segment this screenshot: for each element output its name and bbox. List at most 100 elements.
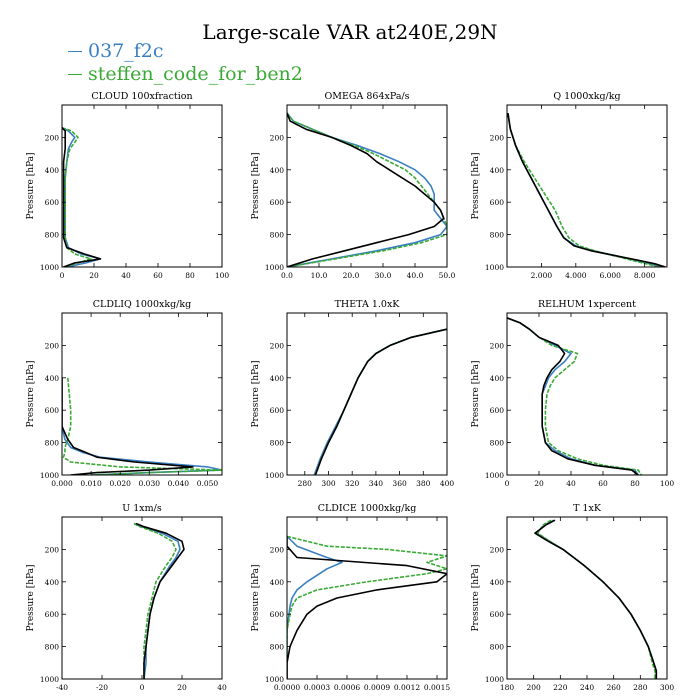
series-line [287, 112, 447, 267]
x-tick-label: 40 [566, 479, 576, 488]
x-tick-label: 20 [534, 479, 544, 488]
panel-title: THETA 1.0xK [335, 299, 401, 310]
x-tick-label: 40 [121, 271, 131, 280]
plot-frame [286, 312, 448, 476]
series-line [135, 522, 185, 679]
plot-frame [61, 104, 223, 268]
legend-item-series-a: 037_f2c [68, 40, 303, 63]
panel-title: CLDLIQ 1000xkg/kg [93, 299, 191, 310]
x-tick-label: 0.040 [168, 479, 190, 488]
x-tick-label: 220 [553, 683, 568, 692]
x-tick-label: 320 [345, 479, 360, 488]
y-tick-label: 800 [270, 231, 285, 240]
y-tick-label: 400 [270, 578, 285, 587]
series-line [62, 377, 222, 475]
panel-title: CLOUD 100xfraction [91, 91, 192, 102]
legend-item-series-b: steffen_code_for_ben2 [68, 63, 303, 86]
y-tick-label: 600 [45, 610, 60, 619]
y-tick-label: 400 [45, 374, 60, 383]
panel-title: Q 1000xkg/kg [553, 91, 620, 102]
x-tick-label: 8.000 [634, 271, 656, 280]
y-tick-label: 800 [490, 231, 505, 240]
plot-frame [286, 104, 448, 268]
x-tick-label: -40 [56, 683, 68, 692]
y-tick-label: 400 [270, 374, 285, 383]
series-line [287, 112, 445, 267]
y-tick-label: 600 [270, 198, 285, 207]
series-line [62, 377, 222, 475]
y-axis-label: Pressure [hPa] [26, 152, 36, 219]
series-line [62, 377, 194, 475]
y-axis-label: Pressure [hPa] [251, 360, 261, 427]
x-tick-label: 0.000 [51, 479, 73, 488]
chart-panel: CLDLIQ 1000xkg/kg Pressure [hPa] 200 400 600… [26, 299, 223, 488]
x-tick-label: 80 [630, 479, 640, 488]
y-tick-label: 1000 [485, 263, 504, 272]
series-line [507, 317, 639, 475]
x-tick-label: 100 [215, 271, 230, 280]
x-tick-label: 300 [660, 683, 675, 692]
x-tick-label: 300 [321, 479, 336, 488]
y-tick-label: 400 [270, 166, 285, 175]
plot-frame [286, 516, 448, 680]
chart-panel: THETA 1.0xK Pressure [hPa] 200 400 600 800 100… [251, 299, 454, 488]
series-line [62, 126, 92, 267]
x-tick-label: 0.0003 [304, 683, 330, 692]
legend-swatch [68, 74, 82, 75]
x-tick-label: 10.0 [311, 271, 328, 280]
chart-panel: CLDICE 1000xkg/kg Pressure [hPa] 200 400 600… [251, 503, 450, 692]
legend-label: steffen_code_for_ben2 [88, 63, 303, 85]
x-tick-label: 60 [598, 479, 608, 488]
series-line [133, 522, 181, 679]
x-tick-label: 0.0015 [424, 683, 450, 692]
y-tick-label: 600 [490, 198, 505, 207]
x-tick-label: 0.030 [139, 479, 161, 488]
y-tick-label: 400 [45, 578, 60, 587]
series-line [507, 112, 659, 267]
y-axis-label: Pressure [hPa] [471, 152, 481, 219]
series-line [287, 535, 447, 679]
series-line [287, 112, 447, 267]
y-tick-label: 400 [490, 374, 505, 383]
x-tick-label: 20 [89, 271, 99, 280]
y-tick-label: 200 [45, 341, 60, 350]
y-tick-label: 200 [45, 133, 60, 142]
x-tick-label: 0 [140, 683, 145, 692]
x-tick-label: 50.0 [439, 271, 456, 280]
plot-frame [506, 312, 668, 476]
series-line [534, 519, 658, 679]
panel-title: OMEGA 864xPa/s [324, 91, 409, 102]
y-tick-label: 400 [490, 166, 505, 175]
x-tick-label: 280 [633, 683, 648, 692]
plot-frame [61, 516, 223, 680]
plot-frame [61, 312, 223, 476]
y-tick-label: 1000 [40, 263, 59, 272]
x-tick-label: 40 [217, 683, 227, 692]
chart-panel: Q 1000xkg/kg Pressure [hPa] 200 400 600 800 10… [471, 91, 668, 280]
series-line [507, 112, 663, 267]
legend: 037_f2c steffen_code_for_ben2 [68, 40, 303, 86]
series-line [62, 126, 102, 267]
y-tick-label: 200 [270, 341, 285, 350]
x-tick-label: 180 [500, 683, 515, 692]
y-tick-label: 200 [270, 545, 285, 554]
x-tick-label: 6.000 [599, 271, 621, 280]
x-tick-label: 0.020 [109, 479, 131, 488]
y-tick-label: 600 [490, 610, 505, 619]
x-tick-label: 280 [298, 479, 313, 488]
x-tick-label: 0.050 [197, 479, 219, 488]
chart-panel: OMEGA 864xPa/s Pressure [hPa] 200 400 600 800… [251, 91, 456, 280]
x-tick-label: 2.000 [531, 271, 553, 280]
y-tick-label: 400 [45, 166, 60, 175]
y-tick-label: 200 [490, 545, 505, 554]
panel-title: U 1xm/s [122, 503, 162, 514]
series-line [507, 317, 639, 475]
x-tick-label: 20 [177, 683, 187, 692]
x-tick-label: 0.0006 [334, 683, 360, 692]
y-axis-label: Pressure [hPa] [26, 360, 36, 427]
y-tick-label: 600 [270, 610, 285, 619]
